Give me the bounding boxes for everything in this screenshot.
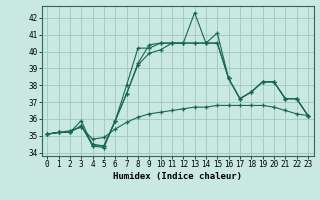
X-axis label: Humidex (Indice chaleur): Humidex (Indice chaleur) — [113, 172, 242, 181]
